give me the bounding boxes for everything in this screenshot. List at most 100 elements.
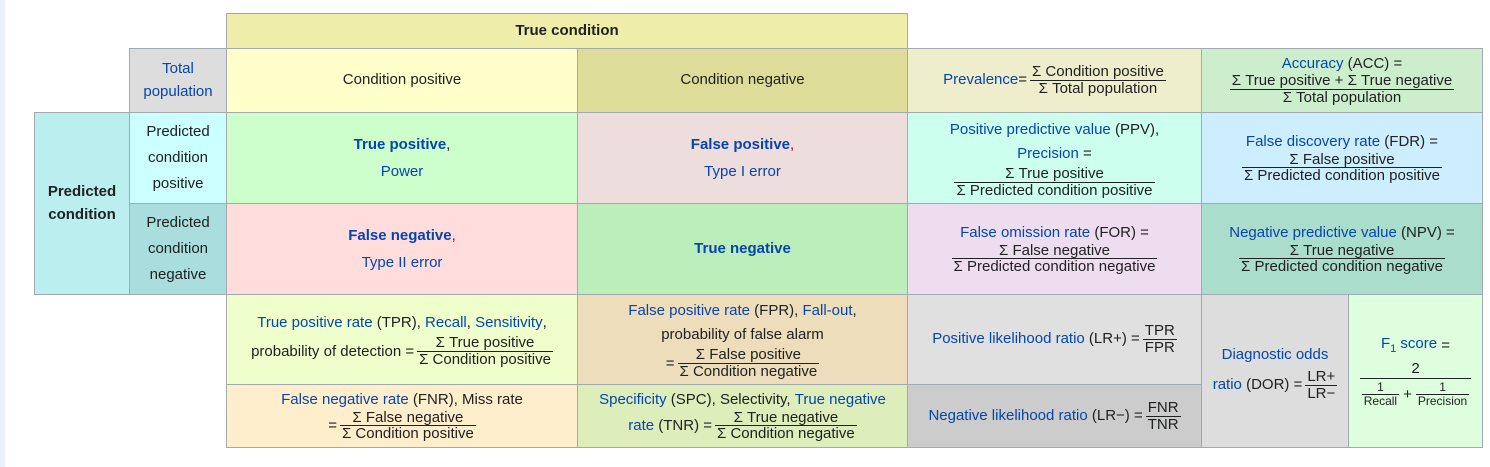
- ppv-numerator: Σ True positive: [954, 165, 1155, 183]
- dor-numerator: LR+: [1305, 368, 1338, 386]
- total-population-link-2[interactable]: population: [143, 82, 213, 100]
- pred-pos-label-2: condition: [147, 148, 209, 166]
- fpr-numerator: Σ False positive: [677, 347, 820, 364]
- fnr-fraction: Σ False negative Σ Condition positive: [339, 409, 476, 443]
- fpr-link[interactable]: False positive rate: [628, 302, 751, 320]
- false-positive-link[interactable]: False positive: [690, 136, 791, 153]
- dor-abbr: (DOR) =: [1241, 376, 1303, 393]
- prevalence-eq: =: [1018, 71, 1027, 89]
- fdr-link[interactable]: False discovery rate: [1245, 133, 1381, 150]
- specificity-link[interactable]: Specificity: [599, 391, 667, 408]
- f1-numerator: 2: [1359, 360, 1472, 380]
- ppv-fraction: Σ True positive Σ Predicted condition po…: [954, 165, 1155, 199]
- true-negative-rate-link[interactable]: True negative: [794, 391, 886, 408]
- pred-neg-label-2: condition: [147, 239, 209, 257]
- pred-pos-label-1: Predicted: [146, 122, 210, 140]
- true-negative-link[interactable]: True negative: [694, 239, 791, 257]
- true-condition-header: True condition: [226, 13, 908, 49]
- predicted-condition-positive-header: Predicted condition positive: [129, 112, 227, 204]
- npv-denominator: Σ Predicted condition negative: [1241, 258, 1443, 276]
- total-population-cell[interactable]: Total population: [129, 48, 227, 113]
- prevalence-link[interactable]: Prevalence: [943, 71, 1019, 89]
- dor-link[interactable]: Diagnostic odds: [1221, 345, 1329, 363]
- npv-cell: Negative predictive value (NPV) = Σ True…: [1201, 203, 1483, 295]
- precision-link[interactable]: Precision: [1017, 144, 1079, 162]
- sensitivity-link[interactable]: Sensitivity: [475, 314, 543, 332]
- prevalence-fraction: Σ Condition positive Σ Total population: [1029, 64, 1166, 97]
- f1-eq: =: [1437, 336, 1451, 354]
- f1-link[interactable]: F1 score: [1381, 334, 1437, 356]
- fpr-comma: ,: [852, 302, 857, 320]
- tpr-link[interactable]: True positive rate: [257, 314, 373, 332]
- dor-fraction: LR+ LR−: [1305, 368, 1338, 402]
- lr-negative-numerator: FNR: [1145, 398, 1181, 417]
- fnr-abbr: (FNR), Miss rate: [408, 391, 523, 408]
- type-ii-error-link[interactable]: Type II error: [361, 254, 443, 271]
- fdr-cell: False discovery rate (FDR) = Σ False pos…: [1201, 112, 1483, 204]
- f1-score-cell: F1 score = 2 1 Recall + 1 Precision: [1348, 294, 1483, 448]
- pred-pos-label-3: positive: [152, 175, 204, 193]
- fnr-eq: =: [328, 416, 337, 434]
- true-positive-cell: True positive , Power: [226, 112, 578, 204]
- tnr-fraction: Σ True negative Σ Condition negative: [715, 409, 857, 443]
- ppv-label-rest: (PPV),: [1110, 120, 1160, 138]
- specificity-abbr: (SPC), Selectivity,: [666, 391, 795, 408]
- fdr-numerator: Σ False positive: [1241, 151, 1443, 169]
- recall-link[interactable]: Recall: [425, 314, 467, 332]
- true-negative-cell: True negative: [577, 203, 908, 295]
- npv-label-rest: (NPV) =: [1396, 224, 1455, 241]
- lr-negative-link[interactable]: Negative likelihood ratio: [928, 406, 1088, 424]
- fpr-denominator: Σ Condition negative: [679, 363, 818, 380]
- fall-out-link[interactable]: Fall-out: [802, 302, 853, 320]
- tpr-sep: ,: [466, 314, 476, 332]
- fdr-fraction: Σ False positive Σ Predicted condition p…: [1241, 151, 1443, 185]
- type-i-error-link[interactable]: Type I error: [704, 163, 781, 180]
- predicted-condition-label-1: Predicted: [47, 183, 117, 200]
- pred-neg-label-3: negative: [149, 266, 207, 284]
- total-population-link-1[interactable]: Total: [162, 60, 194, 77]
- for-fraction: Σ False negative Σ Predicted condition n…: [951, 242, 1158, 276]
- fnr-link[interactable]: False negative rate: [281, 391, 409, 408]
- f1-subscript: 1: [1390, 343, 1397, 356]
- npv-fraction: Σ True negative Σ Predicted condition ne…: [1239, 242, 1445, 276]
- ppv-cell: Positive predictive value (PPV), Precisi…: [907, 112, 1202, 204]
- tpr-comma: ,: [542, 314, 547, 332]
- page-left-edge: [0, 0, 5, 467]
- condition-positive-header: Condition positive: [226, 48, 578, 113]
- true-positive-link[interactable]: True positive: [353, 136, 447, 153]
- prevalence-denominator: Σ Total population: [1038, 80, 1158, 97]
- tnr-rate-link[interactable]: rate: [628, 416, 655, 434]
- lr-positive-abbr: (LR+) =: [1084, 330, 1140, 348]
- lr-positive-link[interactable]: Positive likelihood ratio: [932, 330, 1085, 348]
- power-link[interactable]: Power: [380, 163, 424, 180]
- condition-negative-label: Condition negative: [680, 71, 805, 89]
- false-positive-comma: ,: [790, 136, 795, 153]
- probability-of-detection-label: probability of detection =: [251, 342, 415, 360]
- fdr-denominator: Σ Predicted condition positive: [1243, 167, 1441, 185]
- f1-recall-fraction: 1 Recall: [1361, 381, 1400, 407]
- dor-cell: Diagnostic odds ratio (DOR) = LR+ LR−: [1201, 294, 1349, 448]
- false-negative-link[interactable]: False negative: [348, 227, 452, 244]
- dor-link-2[interactable]: ratio: [1212, 376, 1242, 393]
- tpr-abbr: (TPR),: [372, 314, 426, 332]
- tnr-abbr: (TNR) =: [654, 416, 713, 434]
- predicted-condition-label-2: condition: [48, 205, 116, 223]
- npv-link[interactable]: Negative predictive value: [1229, 224, 1397, 241]
- ppv-denominator: Σ Predicted condition positive: [956, 181, 1153, 199]
- for-link[interactable]: False omission rate: [960, 224, 1091, 241]
- ppv-link[interactable]: Positive predictive value: [949, 120, 1111, 138]
- accuracy-link[interactable]: Accuracy: [1281, 55, 1344, 73]
- condition-negative-header: Condition negative: [577, 48, 908, 113]
- predicted-condition-header: Predicted condition: [34, 112, 130, 295]
- f1-plus: +: [1403, 385, 1412, 403]
- probability-of-false-alarm-label: probability of false alarm: [661, 326, 824, 344]
- prevalence-cell: Prevalence = Σ Condition positive Σ Tota…: [907, 48, 1202, 113]
- condition-positive-label: Condition positive: [342, 71, 462, 89]
- f1-precision-fraction: 1 Precision: [1415, 381, 1470, 407]
- lr-positive-denominator: FPR: [1144, 339, 1175, 356]
- true-positive-comma: ,: [446, 136, 451, 153]
- fnr-denominator: Σ Condition positive: [341, 425, 474, 443]
- fdr-label-rest: (FDR) =: [1380, 133, 1439, 150]
- tpr-numerator: Σ True positive: [417, 335, 553, 352]
- lr-positive-numerator: TPR: [1142, 322, 1177, 340]
